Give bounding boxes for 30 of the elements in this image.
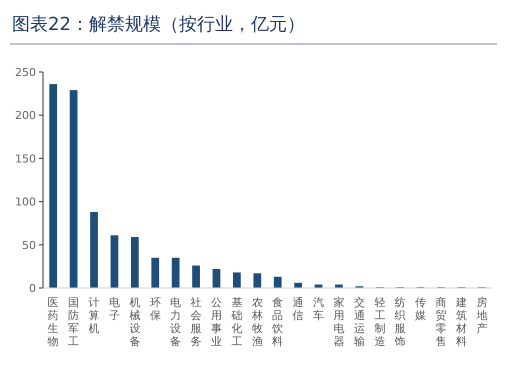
x-tick-label: 计算机: [88, 296, 100, 335]
x-tick-label: 建筑材料: [454, 296, 467, 348]
x-tick-label: 纺织服饰: [394, 296, 406, 348]
y-tick-label: 150: [15, 152, 36, 166]
x-tick-label: 食品饮料: [271, 296, 284, 348]
x-tick-label: 交通运输: [354, 296, 365, 348]
x-tick-label: 社会服务: [190, 296, 202, 348]
y-tick-label: 50: [22, 238, 36, 252]
y-tick-label: 0: [29, 282, 36, 295]
y-tick-label: 250: [15, 66, 36, 79]
x-tick-label: 轻工制造: [374, 296, 386, 348]
plot: 0 50 100 150 200 250 医药生物 国防军工 计算机 电子 机械设备 环保 电力设备 社会服务 公用事业 基础化工 农林牧渔 食品饮料 通信 汽车 家用电器 交通运输 轻工制造 纺织服饰 传媒 商贸零售 建筑材料 房地产: [15, 66, 492, 348]
x-tick-label: 基础化工: [230, 296, 242, 348]
title: 图表22：解禁规模（按行业，亿元）: [12, 14, 305, 35]
x-tick-label: 家用电器: [333, 296, 344, 348]
y-tick-label: 200: [15, 109, 36, 122]
x-tick-label: 医药生物: [48, 296, 59, 348]
x-tick-label: 房地产: [475, 296, 488, 335]
x-tick-label: 公用事业: [210, 296, 222, 348]
x-tick-label: 机械设备: [129, 296, 140, 348]
x-tick-label: 农林牧渔: [250, 296, 263, 348]
x-tick-label: 国防军工: [68, 296, 80, 348]
y-tick-label: 100: [15, 196, 36, 209]
x-tick-label: 商贸零售: [435, 296, 446, 348]
x-tick-label: 电子: [108, 296, 120, 322]
x-tick-label: 传媒: [415, 296, 426, 322]
x-tick-label: 电力设备: [170, 296, 182, 348]
x-tick-label: 通信: [292, 296, 304, 322]
x-tick-label: 汽车: [313, 296, 324, 322]
x-tick-label: 环保: [150, 296, 161, 322]
